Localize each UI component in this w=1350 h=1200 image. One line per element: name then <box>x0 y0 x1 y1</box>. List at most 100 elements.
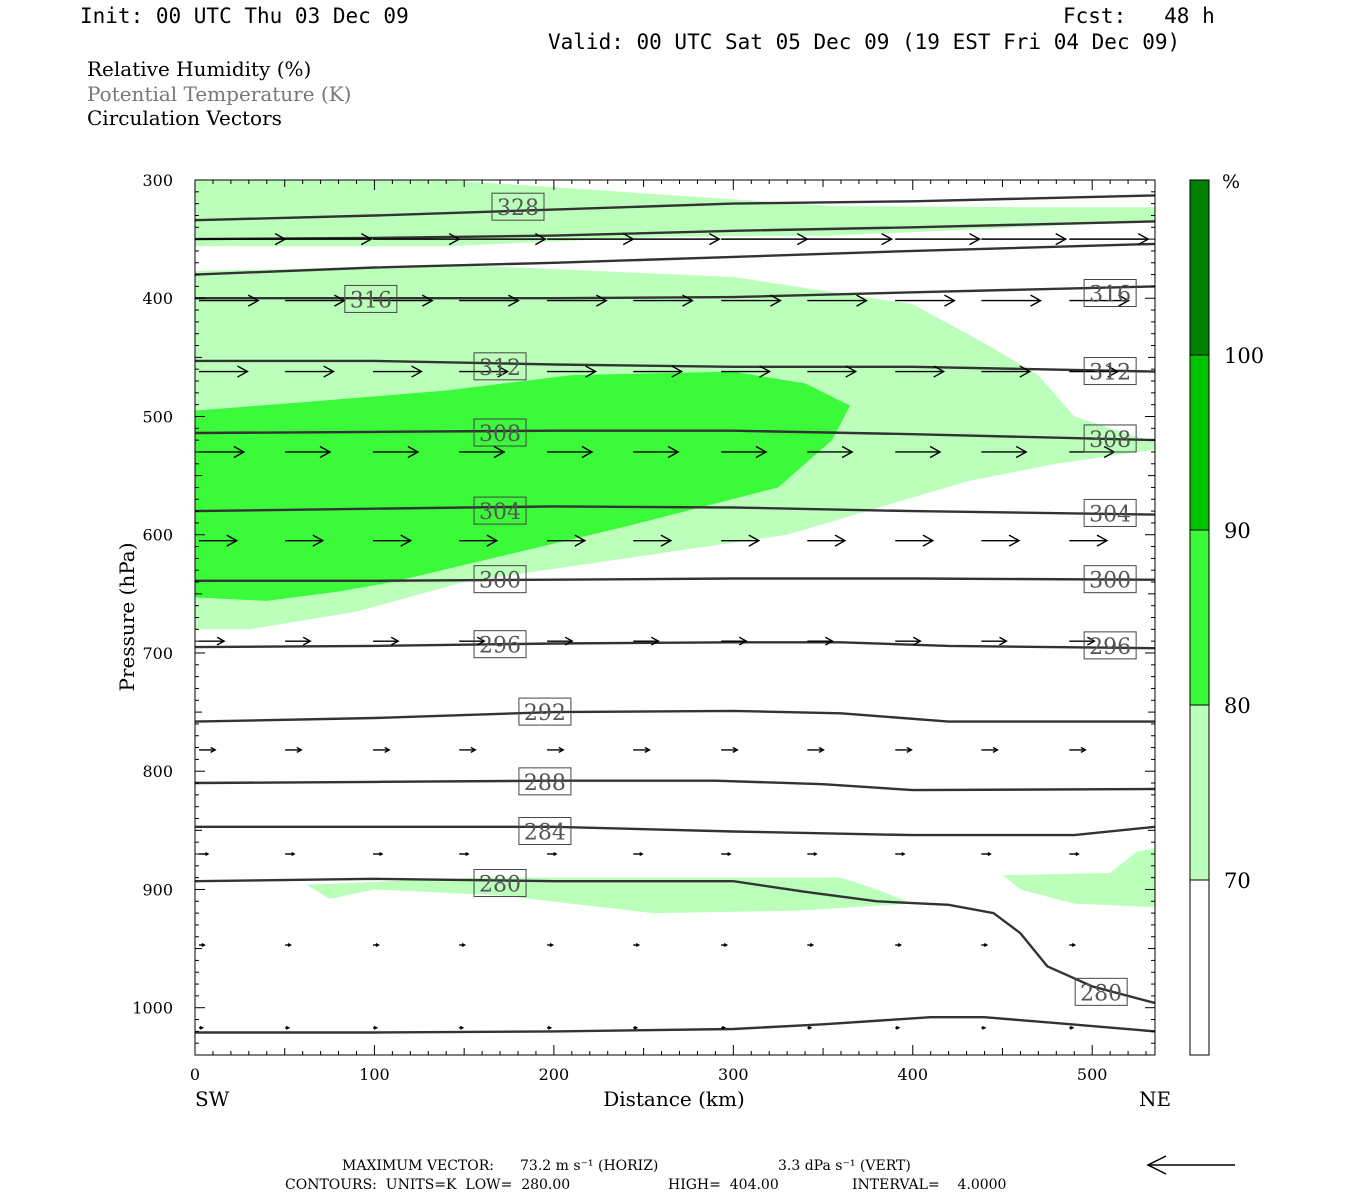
vector <box>199 534 239 547</box>
vector <box>981 534 1021 547</box>
vector <box>807 534 847 547</box>
theta-label-300-2: 300 <box>1083 565 1137 594</box>
x-tick-label: 0 <box>190 1065 200 1084</box>
theta-contour-308 <box>195 429 1155 442</box>
vector <box>981 233 1068 246</box>
theta-label-308-2: 308 <box>1083 424 1137 453</box>
theta-contour-320 <box>195 242 1155 276</box>
colorbar-segment <box>1189 354 1210 531</box>
contours-interval: INTERVAL= 4.0000 <box>852 1177 1007 1193</box>
rh-region-70-0 <box>195 180 1155 247</box>
max-vector-label: MAXIMUM VECTOR: <box>342 1158 494 1174</box>
vector <box>807 365 858 378</box>
theta-contour-276 <box>195 1016 1155 1034</box>
vector <box>633 534 673 547</box>
vector <box>1069 636 1096 646</box>
vector <box>459 636 486 646</box>
vector <box>633 943 641 948</box>
colorbar-segment <box>1189 704 1210 881</box>
vector <box>633 445 680 459</box>
svg-text:292: 292 <box>524 701 566 726</box>
vector <box>895 1025 901 1030</box>
vector <box>1069 233 1150 246</box>
field-theta: Potential Temperature (K) <box>87 82 352 106</box>
theta-contour-288 <box>195 779 1155 792</box>
vector <box>981 294 1043 307</box>
x-tick-label: 500 <box>1077 1065 1108 1084</box>
vector <box>981 365 1032 378</box>
vector <box>807 636 834 646</box>
svg-text:312: 312 <box>479 356 521 381</box>
vector <box>981 636 1008 646</box>
vector <box>895 851 906 856</box>
rh-region-70-4 <box>1002 848 1155 908</box>
y-tick-label: 1000 <box>132 999 173 1018</box>
vector <box>373 746 391 754</box>
field-vectors: Circulation Vectors <box>87 106 282 130</box>
theta-label-280-2: 280 <box>1074 977 1128 1006</box>
rh-region-70-3 <box>306 877 913 914</box>
vector <box>633 636 660 646</box>
vector <box>459 445 506 459</box>
svg-text:316: 316 <box>350 288 392 313</box>
vector <box>459 534 499 547</box>
svg-text:328: 328 <box>497 196 539 221</box>
vector <box>1069 294 1130 307</box>
theta-label-288: 288 <box>518 767 572 796</box>
x-tick-label: 100 <box>359 1065 390 1084</box>
theta-label-296-2: 296 <box>1083 631 1137 660</box>
vector <box>285 445 332 459</box>
vector <box>459 943 467 948</box>
vector <box>373 851 384 856</box>
vector <box>547 943 554 948</box>
y-tick-label: 700 <box>142 644 173 663</box>
contour-labels: 328 316 316 312 312 308 308 304 304 300 300 296 296 2… <box>344 192 1137 1006</box>
vector <box>633 233 721 246</box>
svg-text:312: 312 <box>1089 361 1131 386</box>
vector <box>547 636 574 646</box>
vector <box>981 943 989 948</box>
theta-contour-304 <box>195 505 1155 516</box>
vector <box>633 746 651 754</box>
vector <box>199 943 206 948</box>
vector <box>459 1025 465 1030</box>
vector <box>1069 534 1109 547</box>
vector <box>1069 365 1120 378</box>
axes: 0 100 200 300 400 500 300 400 500 600 700 800 900 100… <box>132 171 1155 1084</box>
vector <box>373 636 400 646</box>
vector <box>373 534 413 547</box>
vector <box>895 746 913 754</box>
colorbar-segment <box>1189 529 1210 706</box>
y-tick-label: 800 <box>142 762 173 781</box>
x-tick-label: 300 <box>718 1065 749 1084</box>
theta-label-312-2: 312 <box>1083 357 1137 386</box>
theta-contour-292 <box>195 709 1155 723</box>
vector <box>199 746 217 754</box>
vector <box>459 233 547 246</box>
vector <box>721 294 782 307</box>
vector <box>895 534 935 547</box>
vector <box>285 233 373 246</box>
rh-region-80-2 <box>195 371 850 601</box>
svg-text:316: 316 <box>1089 283 1131 308</box>
vector <box>285 746 303 754</box>
vector <box>721 746 739 754</box>
vector <box>547 851 558 856</box>
vector <box>199 636 226 646</box>
colorbar-segment <box>1189 879 1210 1056</box>
vector <box>633 365 684 378</box>
colorbar-level-label: 80 <box>1224 694 1251 718</box>
svg-text:300: 300 <box>479 569 521 594</box>
vector <box>459 851 470 856</box>
vector <box>199 445 246 459</box>
vector <box>895 294 956 307</box>
theta-contour-324 <box>195 220 1155 241</box>
svg-text:296: 296 <box>1089 635 1131 660</box>
vector <box>981 1025 987 1030</box>
theta-label-292: 292 <box>518 697 572 726</box>
vector <box>633 851 644 856</box>
vector <box>199 851 210 856</box>
vector <box>895 445 942 459</box>
vector <box>285 365 336 378</box>
